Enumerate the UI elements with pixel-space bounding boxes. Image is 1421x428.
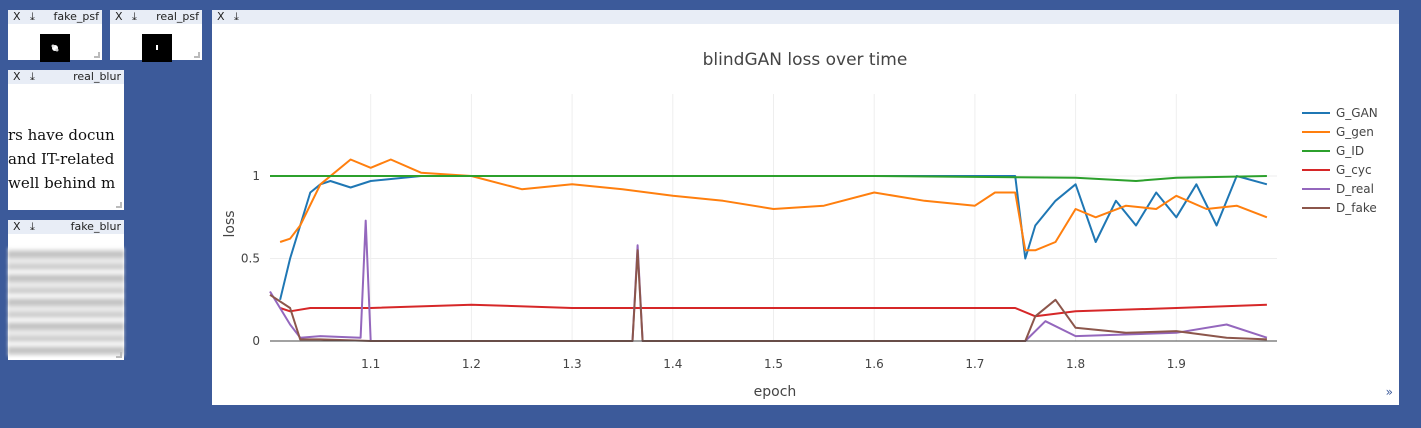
legend-label[interactable]: G_ID [1336,144,1364,158]
psf-blob-icon [51,44,59,52]
pane-title: fake_blur [70,220,121,233]
pane-header: X ⤓ fake_psf [8,10,102,24]
y-tick-label: 1 [252,169,260,183]
close-button[interactable]: X [217,10,225,23]
axes: 1.1 1.2 1.3 1.4 1.5 1.6 1.7 1.8 1.9 0 0.5 1 [241,169,1277,371]
legend-label[interactable]: G_GAN [1336,106,1378,120]
y-tick-label: 0 [252,334,260,348]
loss-chart[interactable]: blindGAN loss over time epoch loss 1.1 1.… [212,24,1399,405]
close-button[interactable]: X [13,10,21,23]
x-axis-label: epoch [754,384,797,400]
resize-handle[interactable] [194,52,200,58]
resize-handle[interactable] [116,202,122,208]
legend-label[interactable]: D_real [1336,182,1374,196]
close-button[interactable]: X [13,70,21,83]
series-line-d-real [269,219,1268,342]
download-icon[interactable]: ⤓ [30,10,35,23]
download-icon[interactable]: ⤓ [30,220,35,233]
legend-label[interactable]: G_gen [1336,125,1374,139]
series-line-g-gen [279,158,1268,252]
fake-blur-pane[interactable]: X ⤓ fake_blur [8,220,124,360]
pane-title: real_psf [156,10,199,23]
text-line: and IT-related [8,150,115,168]
pane-title: fake_psf [53,10,99,23]
real-psf-image [142,34,172,62]
download-icon[interactable]: ⤓ [30,70,35,83]
real-psf-pane[interactable]: X ⤓ real_psf [110,10,202,62]
x-tick-label: 1.4 [663,357,682,371]
x-tick-label: 1.6 [865,357,884,371]
pane-header: X ⤓ [212,10,1399,24]
chart-title: blindGAN loss over time [703,50,908,70]
legend-label[interactable]: D_fake [1336,201,1377,215]
x-tick-label: 1.3 [563,357,582,371]
fake-psf-pane[interactable]: X ⤓ fake_psf [8,10,102,62]
fake-blur-image [8,248,124,356]
text-line: well behind m [8,174,116,192]
series-line-g-id [270,175,1267,182]
close-button[interactable]: X [13,220,21,233]
legend[interactable]: G_GAN G_gen G_ID G_cyc D_real D_fake [1302,106,1378,215]
pane-header: X ⤓ real_psf [110,10,202,24]
x-tick-label: 1.7 [965,357,984,371]
close-button[interactable]: X [115,10,123,23]
plot-pane[interactable]: X ⤓ blindGAN loss over time epoch loss 1… [212,10,1399,405]
download-icon[interactable]: ⤓ [132,10,137,23]
psf-dot-icon [156,45,158,50]
pane-title: real_blur [73,70,121,83]
download-icon[interactable]: ⤓ [234,10,239,23]
fake-psf-image [40,34,70,62]
y-axis-label: loss [222,210,238,237]
text-line: rs have docun [8,126,115,144]
x-tick-label: 1.9 [1167,357,1186,371]
series-lines [269,158,1268,342]
pane-header: X ⤓ fake_blur [8,220,124,234]
x-tick-label: 1.1 [361,357,380,371]
x-tick-label: 1.8 [1066,357,1085,371]
real-blur-pane[interactable]: X ⤓ real_blur rs have docun and IT-relat… [8,70,124,210]
x-tick-label: 1.5 [764,357,783,371]
real-blur-image: rs have docun and IT-related well behind… [8,100,124,206]
resize-handle[interactable] [116,352,122,358]
series-line-d-fake [269,249,1267,342]
grid [270,94,1277,342]
pane-header: X ⤓ real_blur [8,70,124,84]
series-line-g-cyc [279,303,1267,318]
x-tick-label: 1.2 [462,357,481,371]
y-tick-label: 0.5 [241,252,260,266]
expand-button[interactable]: » [1385,385,1393,399]
resize-handle[interactable] [94,52,100,58]
legend-label[interactable]: G_cyc [1336,163,1372,177]
